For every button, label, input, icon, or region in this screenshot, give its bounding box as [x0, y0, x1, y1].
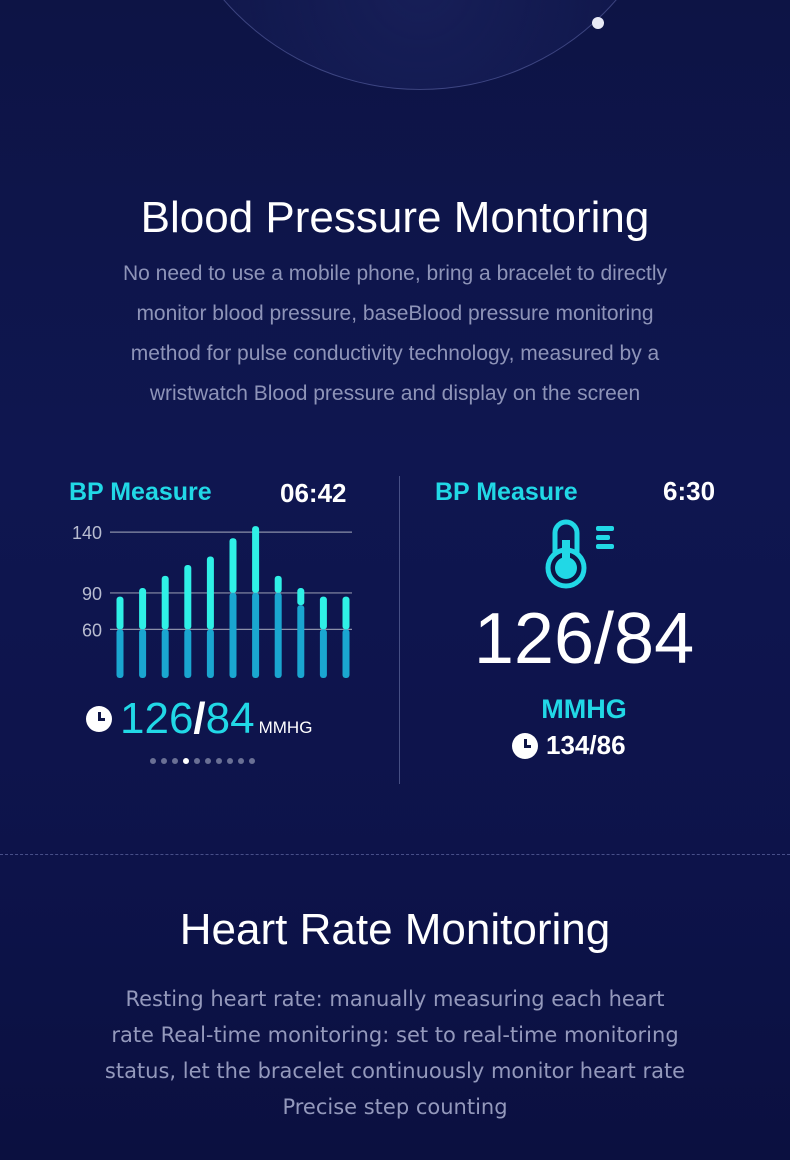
bar-upper — [184, 564, 192, 630]
right-reading: 126/84 — [473, 599, 695, 679]
y-tick-label: 140 — [72, 523, 102, 543]
right-unit-label: MMHG — [541, 694, 627, 724]
page-dot[interactable] — [205, 758, 211, 764]
bp-description-line: wristwatch Blood pressure and display on… — [149, 382, 641, 405]
hr-description-line: status, let the bracelet continuously mo… — [104, 1059, 686, 1083]
page-dot[interactable] — [238, 758, 244, 764]
left-panel-time: 06:42 — [280, 478, 347, 508]
bar-upper — [274, 575, 282, 593]
left-panel-label: BP Measure — [69, 478, 212, 506]
bar-upper — [297, 588, 305, 606]
bar-lower — [319, 629, 327, 678]
left-reading: 126 / 84 MMHG — [86, 694, 312, 744]
bar-upper — [229, 538, 237, 593]
bar-lower — [184, 629, 192, 678]
page-dot[interactable] — [249, 758, 255, 764]
bar-lower — [274, 592, 282, 678]
hr-description-line: Resting heart rate: manually measuring e… — [125, 987, 665, 1011]
bar-upper — [252, 526, 260, 593]
bar-lower — [229, 592, 237, 678]
bp-description-line: No need to use a mobile phone, bring a b… — [122, 262, 667, 285]
bp-description: No need to use a mobile phone, bring a b… — [60, 254, 730, 414]
panel-divider — [399, 476, 400, 784]
bar-lower — [116, 629, 124, 678]
bp-description-line: method for pulse conductivity technology… — [130, 342, 660, 365]
hr-description-line: Precise step counting — [282, 1095, 508, 1119]
page-dot[interactable] — [216, 758, 222, 764]
thermometer-icon — [545, 519, 614, 589]
bar-upper — [319, 596, 327, 630]
bar-lower — [139, 629, 147, 678]
page-dot[interactable] — [227, 758, 233, 764]
bar-lower — [297, 605, 305, 678]
y-tick-label: 60 — [82, 620, 102, 640]
y-tick-label: 90 — [82, 584, 102, 604]
right-panel-time: 6:30 — [663, 476, 716, 506]
previous-reading: 134/86 — [512, 730, 626, 761]
bar-lower — [342, 629, 350, 678]
bp-description-line: monitor blood pressure, baseBlood pressu… — [136, 302, 654, 325]
decorative-dot — [592, 17, 604, 29]
page-dot[interactable] — [161, 758, 167, 764]
reading-slash: / — [193, 694, 206, 743]
bar-upper — [139, 588, 147, 630]
hr-section-title: Heart Rate Monitoring — [179, 905, 611, 954]
page-indicator[interactable] — [150, 758, 255, 764]
hr-description: Resting heart rate: manually measuring e… — [40, 981, 750, 1125]
systolic-value: 126 — [120, 694, 194, 743]
bp-bar-chart: 140 90 60 — [72, 523, 352, 678]
clock-icon — [86, 706, 112, 732]
decorative-arc — [160, 0, 680, 90]
page-dot[interactable] — [172, 758, 178, 764]
unit-label: MMHG — [258, 718, 313, 737]
section-divider — [0, 854, 790, 855]
page-dot[interactable] — [183, 758, 189, 764]
bar-lower — [206, 629, 214, 678]
page-dot[interactable] — [150, 758, 156, 764]
hr-description-line: rate Real-time monitoring: set to real-t… — [111, 1023, 679, 1047]
bar-upper — [342, 596, 350, 630]
previous-reading-value: 134/86 — [546, 730, 626, 760]
right-panel-label: BP Measure — [435, 478, 578, 506]
bar-lower — [252, 592, 260, 678]
page-dot[interactable] — [194, 758, 200, 764]
bar-upper — [116, 596, 124, 630]
diastolic-value: 84 — [205, 694, 255, 743]
bar-upper — [161, 575, 169, 630]
bar-upper — [206, 556, 214, 630]
bp-section-title: Blood Pressure Montoring — [140, 193, 650, 242]
bar-lower — [161, 629, 169, 678]
clock-icon — [512, 732, 538, 759]
